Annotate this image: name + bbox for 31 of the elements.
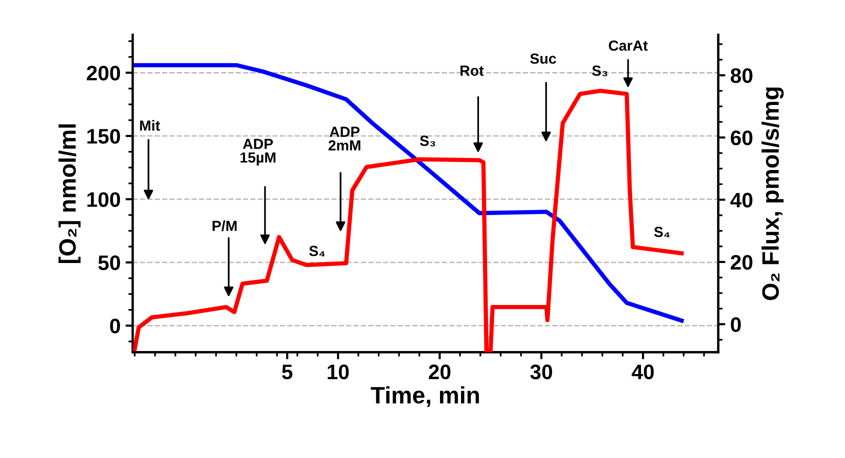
annotation: S₄ — [309, 246, 325, 256]
x-tick-label: 30 — [530, 364, 552, 380]
annotation: Suc — [530, 53, 556, 64]
line-series — [132, 88, 684, 352]
annotation: CarAt — [608, 40, 648, 51]
x-tick-label: 10 — [328, 364, 349, 380]
y2-tick-label: 0 — [730, 317, 741, 332]
y-tick-label: 150 — [87, 128, 120, 144]
y-axis-title: [O₂] nmol/ml — [58, 124, 81, 264]
y-tick-label: 50 — [98, 255, 120, 270]
annotation: ADP 2mM — [328, 126, 360, 150]
y-tick-label: 100 — [87, 192, 120, 207]
annotation: ADP 15µM — [240, 138, 276, 166]
y2-tick-label: 60 — [730, 130, 752, 146]
y2-tick-label: 40 — [730, 192, 752, 208]
y2-tick-label: 80 — [730, 68, 752, 84]
annotation: Rot — [460, 66, 484, 76]
x-tick-label: 5 — [282, 364, 292, 380]
x-tick-label: 20 — [428, 364, 450, 380]
annotation: S₃ — [420, 136, 436, 146]
y2-axis-title: O₂ Flux, pmol/s/mg — [762, 88, 784, 300]
annotation: S₃ — [592, 66, 608, 76]
y2-tick-label: 20 — [730, 254, 752, 270]
annotation: Mit — [140, 120, 160, 131]
x-axis-title: Time, min — [370, 386, 479, 407]
y-tick-label: 0 — [110, 318, 120, 334]
x-tick-label: 40 — [632, 364, 654, 380]
y-tick-label: 200 — [86, 66, 120, 80]
annotation: S₄ — [654, 226, 670, 238]
annotation: P/M — [212, 220, 237, 232]
line-series — [132, 63, 684, 323]
